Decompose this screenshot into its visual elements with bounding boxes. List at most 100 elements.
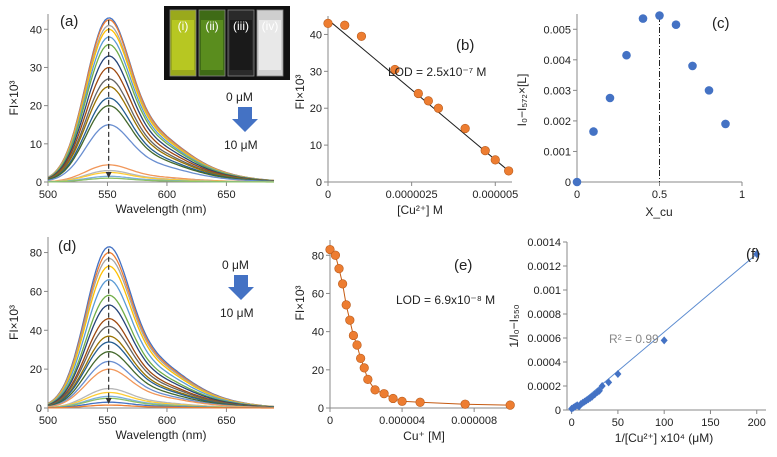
data-point xyxy=(390,64,400,75)
vial-label: (ii) xyxy=(205,19,218,33)
panel-label: (e) xyxy=(454,257,472,274)
data-point xyxy=(323,18,333,28)
x-axis-title: 1/[Cu²⁺] x10⁴ (μM) xyxy=(615,431,713,445)
data-point xyxy=(605,378,613,387)
y-tick-label: 80 xyxy=(30,248,42,260)
y-tick-label: 40 xyxy=(30,24,42,36)
data-point xyxy=(356,31,367,41)
panel-d: 500 550 600 650 0 20 40 60 80 Wavelength (nm) FI×1… xyxy=(7,237,275,442)
panel-a: 500 550 600 650 0 10 20 30 40 Wavelength (nm) FI×1… xyxy=(7,13,275,216)
data-point xyxy=(345,315,355,325)
data-point xyxy=(753,250,761,258)
x-tick-label: 500 xyxy=(39,189,57,201)
y-axis-title: 1/I₀−I₅₅₀ xyxy=(507,304,521,347)
y-tick-label: 0.004 xyxy=(543,55,571,67)
x-axis-title: Cu⁺ [M] xyxy=(403,429,445,443)
data-point xyxy=(413,88,423,99)
y-tick-label: 0.005 xyxy=(543,24,571,36)
y-tick-label: 0.0012 xyxy=(527,261,561,273)
y-tick-label: 30 xyxy=(30,62,42,74)
y-tick-label: 0 xyxy=(555,405,561,417)
data-point xyxy=(605,93,615,103)
y-tick-label: 10 xyxy=(30,139,42,151)
data-point xyxy=(504,166,514,176)
y-tick-label: 0.0006 xyxy=(527,333,561,345)
data-point xyxy=(460,399,470,409)
x-tick-label: 550 xyxy=(98,189,116,201)
x-axis-title: X_cu xyxy=(645,205,672,219)
data-point xyxy=(348,330,359,341)
lod-annotation: LOD = 6.9x10⁻⁸ M xyxy=(396,293,495,307)
y-axis-title: FI×10³ xyxy=(7,305,21,340)
panel-label: (c) xyxy=(712,15,730,32)
series-line xyxy=(47,105,275,182)
y-tick-label: 60 xyxy=(30,286,42,298)
y-tick-label: 10 xyxy=(310,140,322,152)
data-point xyxy=(638,14,648,23)
vial-liquid-3 xyxy=(230,20,252,70)
x-tick-label: 0 xyxy=(327,415,333,427)
panel-label: (f) xyxy=(746,246,760,263)
y-tick-label: 20 xyxy=(310,103,322,115)
series-line xyxy=(47,124,275,183)
data-point xyxy=(388,393,398,404)
y-tick-label: 40 xyxy=(310,29,322,41)
data-point xyxy=(359,363,369,373)
dashed-arrow-head xyxy=(105,172,112,178)
vial-label: (iii) xyxy=(233,19,249,33)
data-point xyxy=(490,155,500,165)
y-tick-label: 0 xyxy=(565,177,571,189)
data-point xyxy=(415,397,425,407)
data-point xyxy=(598,382,606,390)
series-line xyxy=(47,304,275,408)
y-axis-title: FI×10³ xyxy=(293,74,307,109)
y-tick-label: 20 xyxy=(30,101,42,113)
panel-e: 0 0.000004 0.000008 0 20 40 60 80 LOD = 6.9x10⁻⁸… xyxy=(293,240,515,443)
panel-c: 0 0.5 1 0 0.001 0.002 0.003 0.004 0.005 X_cu I₀−I₅… xyxy=(515,11,745,219)
data-point xyxy=(433,103,444,113)
x-tick-label: 0.000004 xyxy=(379,415,425,427)
arrow-start-label: 0 μM xyxy=(226,90,253,104)
data-point xyxy=(379,389,389,399)
vial-label: (i) xyxy=(178,19,189,33)
arrow-start-label: 0 μM xyxy=(222,258,249,272)
panel-label: (b) xyxy=(456,37,474,54)
x-tick-label: 0.000005 xyxy=(472,189,518,201)
y-axis-title: FI×10³ xyxy=(293,285,307,320)
data-point xyxy=(363,374,373,384)
y-tick-label: 0.0002 xyxy=(527,381,561,393)
y-axis-title: FI×10³ xyxy=(7,80,21,115)
vials-inset: (i) (ii) (iii) (iv) xyxy=(164,6,290,80)
x-tick-label: 200 xyxy=(748,417,766,429)
y-tick-label: 0 xyxy=(36,177,42,189)
r2-annotation: R² = 0.99 xyxy=(609,332,659,346)
vial-label: (iv) xyxy=(262,19,279,33)
data-point xyxy=(338,279,348,289)
concentration-arrow xyxy=(232,107,258,132)
series-line xyxy=(48,177,274,183)
x-axis-title: Wavelength (nm) xyxy=(116,428,207,442)
y-tick-label: 60 xyxy=(312,288,324,300)
data-point xyxy=(589,127,598,136)
data-point xyxy=(325,244,335,255)
dashed-arrow-head xyxy=(105,398,112,404)
data-point xyxy=(330,250,341,260)
x-tick-label: 0 xyxy=(569,417,575,429)
x-tick-label: 1 xyxy=(739,189,745,201)
x-tick-label: 650 xyxy=(217,189,235,201)
x-tick-label: 50 xyxy=(612,417,624,429)
lod-annotation: LOD = 2.5x10⁻⁷ M xyxy=(388,65,486,79)
data-point xyxy=(480,146,490,156)
panel-f: 0 50 100 150 200 0 0.0002 0.0004 0.0006 0.0008 0.0… xyxy=(507,237,766,445)
series-line xyxy=(48,404,274,409)
y-tick-label: 0.002 xyxy=(543,116,571,128)
series-line xyxy=(47,335,274,408)
y-tick-label: 20 xyxy=(312,365,324,377)
x-tick-label: 0.000008 xyxy=(451,415,497,427)
arrow-end-label: 10 μM xyxy=(220,306,254,320)
x-tick-label: 550 xyxy=(98,415,116,427)
data-point xyxy=(340,20,350,30)
x-tick-label: 500 xyxy=(39,415,57,427)
vial-liquid-2 xyxy=(201,20,223,70)
data-point xyxy=(341,300,351,310)
